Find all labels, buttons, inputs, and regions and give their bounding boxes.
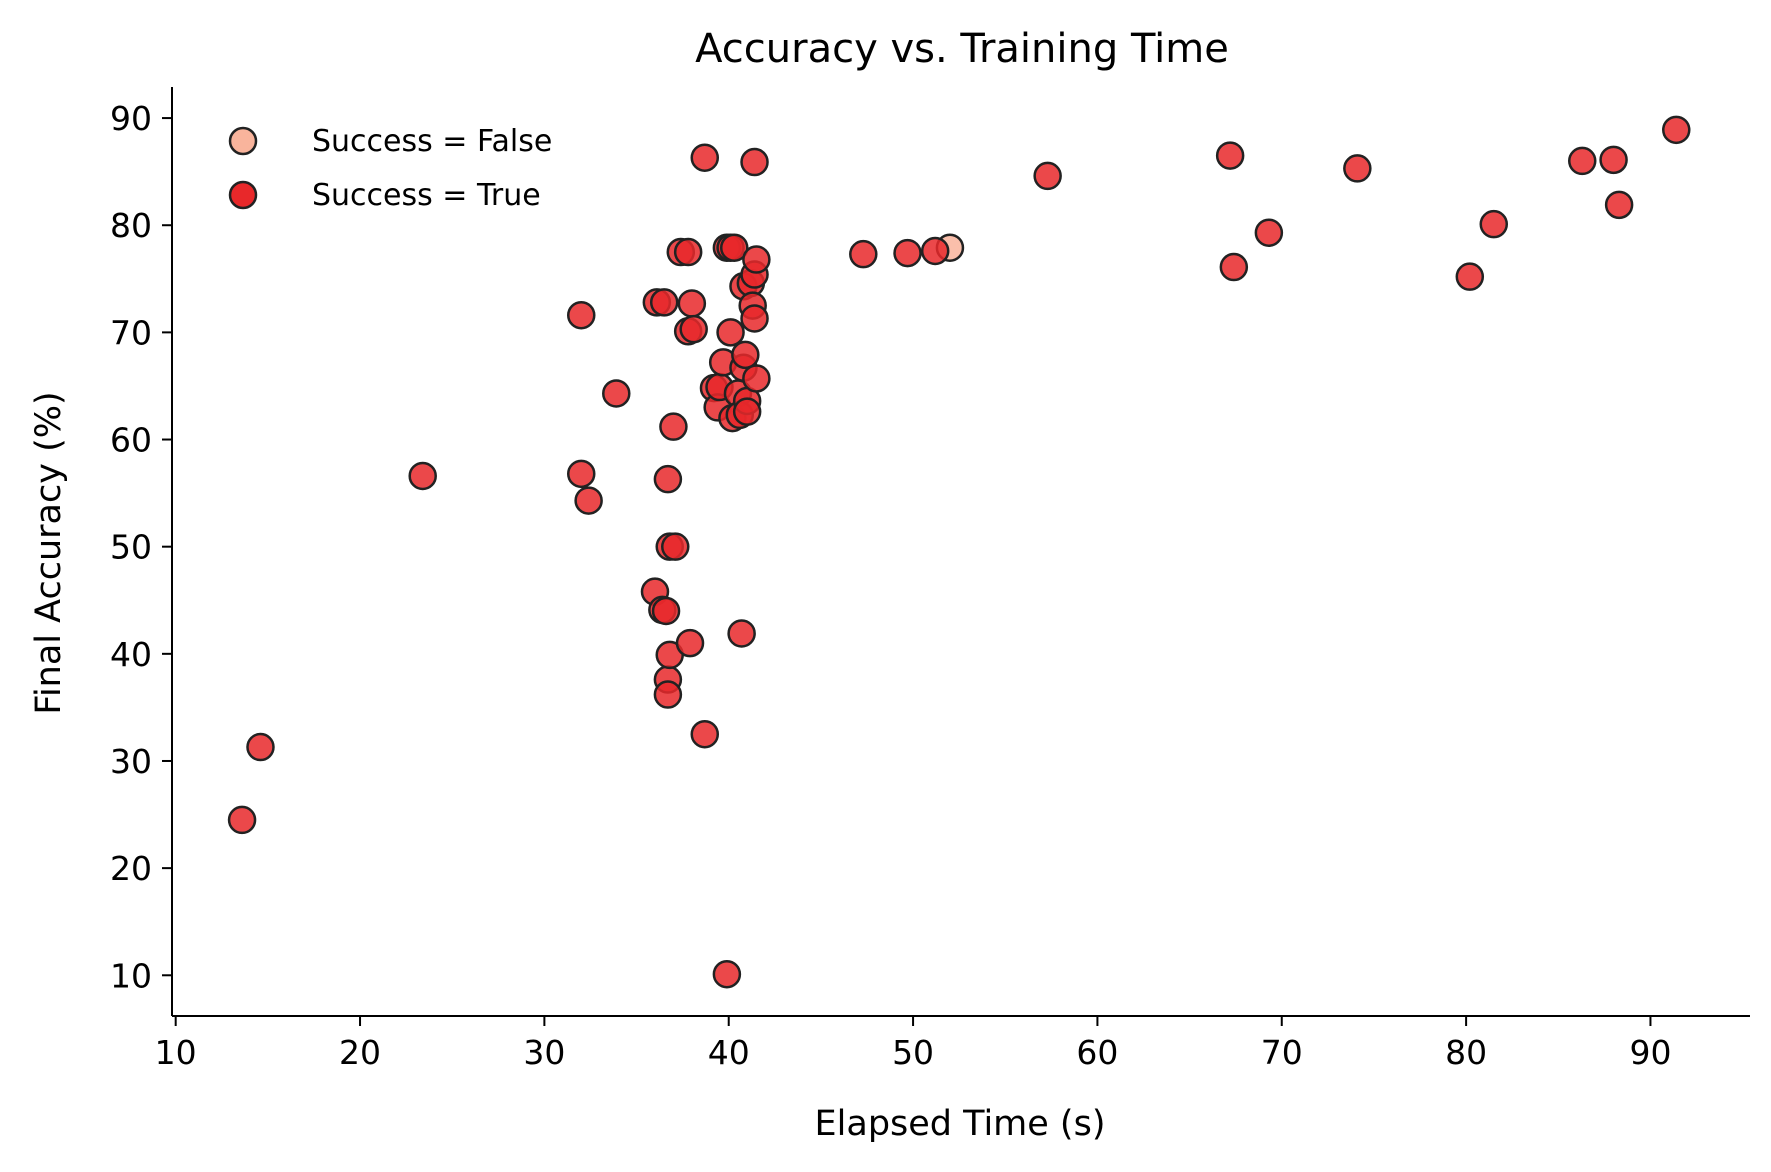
x-tick-label: 50 <box>892 1033 934 1072</box>
y-tick-label: 20 <box>110 849 152 888</box>
chart-title: Accuracy vs. Training Time <box>695 26 1229 72</box>
data-point-success-true <box>1455 262 1485 291</box>
y-tick-label: 80 <box>110 206 152 245</box>
data-point-success-true <box>1219 252 1249 282</box>
data-point-success-true <box>677 289 707 318</box>
data-point-success-true <box>661 532 690 561</box>
data-point-success-true <box>731 340 760 370</box>
data-point-success-true <box>602 379 631 408</box>
x-tick-label: 60 <box>1076 1033 1118 1072</box>
data-point-success-true <box>742 364 771 393</box>
data-point-success-true <box>1254 218 1284 247</box>
data-point-success-true <box>1599 145 1628 175</box>
x-tick-label: 70 <box>1261 1033 1303 1072</box>
data-point-success-true <box>1343 154 1372 183</box>
y-tick-label: 10 <box>110 956 152 995</box>
data-point-success-true <box>740 304 769 333</box>
data-point-success-true <box>1479 209 1509 239</box>
data-point-success-true <box>227 805 257 835</box>
data-point-success-true <box>651 596 681 626</box>
data-point-success-true <box>1662 115 1691 145</box>
x-axis-title: Elapsed Time (s) <box>815 1104 1106 1144</box>
y-tick-label: 40 <box>110 635 152 674</box>
data-point-success-true <box>727 619 756 648</box>
data-point-success-true <box>653 464 683 494</box>
data-point-success-true <box>673 237 703 267</box>
data-point-success-true <box>1604 190 1634 220</box>
x-tick-label: 20 <box>339 1033 381 1072</box>
x-tick-label: 30 <box>523 1033 565 1072</box>
data-point-success-true <box>566 300 596 330</box>
legend: Success = False Success = True <box>228 124 552 213</box>
data-point-success-true <box>690 719 720 749</box>
data-point-success-true <box>659 412 688 441</box>
data-point-success-true <box>732 397 762 426</box>
data-point-success-true <box>574 486 603 515</box>
data-point-success-true <box>1033 161 1062 191</box>
data-point-success-true <box>566 459 596 489</box>
y-axis-title: Final Accuracy (%) <box>29 391 69 714</box>
x-tick-label: 90 <box>1629 1033 1671 1072</box>
legend-item-false: Success = False <box>228 124 552 159</box>
y-tick-label: 50 <box>110 528 152 567</box>
x-tick-label: 10 <box>155 1033 197 1072</box>
x-tick-label: 80 <box>1445 1033 1487 1072</box>
data-point-success-true <box>408 461 437 491</box>
data-point-success-true <box>690 143 720 172</box>
data-point-success-true <box>653 680 683 709</box>
legend-label-true: Success = True <box>312 178 541 213</box>
data-point-success-true <box>1567 146 1597 176</box>
y-tick-label: 30 <box>110 742 152 781</box>
x-ticks: 10 20 30 40 50 60 70 80 90 <box>155 1016 1671 1072</box>
legend-label-false: Success = False <box>312 124 552 159</box>
data-point-success-true <box>740 147 769 177</box>
data-point-success-true <box>716 318 745 347</box>
plot-area: 10 20 30 40 50 60 70 80 90 10 20 30 40 50 60 70 80 90 <box>110 87 1750 1072</box>
data-point-success-true <box>679 314 708 344</box>
y-ticks: 10 20 30 40 50 60 70 80 90 <box>110 99 172 995</box>
data-point-success-true <box>893 238 922 268</box>
data-point-success-true <box>649 288 679 317</box>
y-tick-label: 90 <box>110 99 152 138</box>
legend-item-true: Success = True <box>228 178 541 213</box>
data-point-success-true <box>920 236 950 266</box>
y-tick-label: 70 <box>110 313 152 352</box>
x-tick-label: 40 <box>708 1033 750 1072</box>
legend-marker-false <box>228 126 258 156</box>
data-points <box>227 115 1691 989</box>
data-point-success-true <box>720 233 749 262</box>
data-point-success-true <box>742 245 771 274</box>
data-point-success-true <box>675 628 705 658</box>
data-point-success-true <box>246 732 275 762</box>
data-point-success-true <box>849 239 878 269</box>
data-point-success-true <box>712 959 742 989</box>
data-point-success-true <box>1215 141 1245 170</box>
legend-marker-true <box>228 180 258 210</box>
y-tick-label: 60 <box>110 421 152 460</box>
